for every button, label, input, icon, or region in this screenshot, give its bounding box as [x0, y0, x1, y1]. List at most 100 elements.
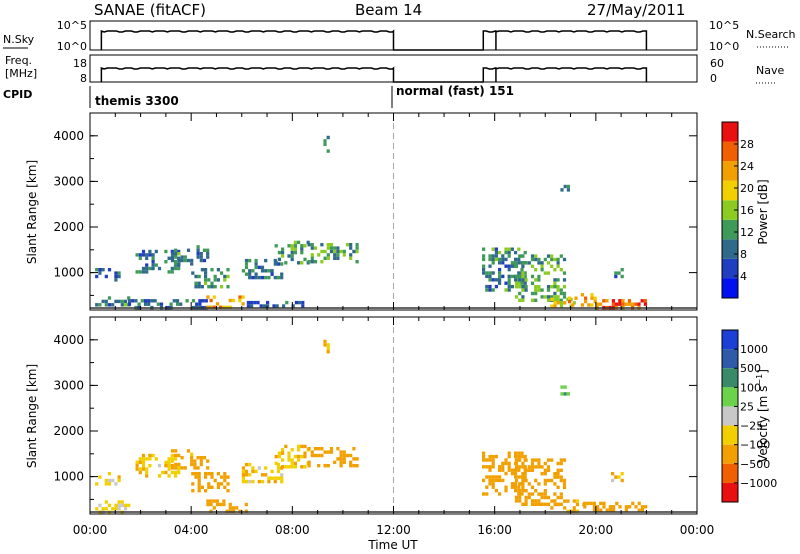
scatter-cell [248, 479, 252, 484]
scatter-cell [349, 246, 353, 250]
scatter-cell [216, 278, 220, 282]
scatter-cell [173, 266, 178, 271]
power-colorbar-segment [722, 122, 738, 142]
scatter-cell [175, 302, 180, 306]
scatter-cell [339, 450, 343, 454]
scatter-cell [556, 502, 560, 507]
scatter-cell [117, 299, 121, 304]
scatter-cell [485, 492, 489, 496]
scatter-cell [624, 505, 628, 509]
scatter-cell [482, 454, 486, 459]
scatter-cell [280, 262, 284, 266]
scatter-cell [491, 278, 495, 282]
scatter-cell [566, 297, 570, 302]
scatter-cell [559, 298, 563, 302]
scatter-cell [267, 479, 271, 484]
scatter-cell [287, 244, 291, 248]
scatter-cell [277, 250, 281, 255]
scatter-cell [197, 485, 201, 489]
scatter-cell [501, 261, 505, 265]
scatter-cell [518, 492, 522, 496]
scatter-cell [560, 188, 564, 192]
scatter-cell [553, 298, 557, 302]
scatter-cell [521, 274, 525, 279]
scatter-cell [293, 461, 297, 466]
scatter-cell [602, 505, 606, 509]
scatter-cell [553, 475, 557, 479]
scatter-cell [339, 457, 343, 461]
scatter-cell [543, 482, 547, 486]
scatter-cell [276, 476, 281, 480]
scatter-cell [491, 454, 495, 459]
scatter-cell [190, 262, 194, 266]
power-colorbar-segment [722, 258, 738, 279]
scatter-cell [342, 253, 346, 257]
scatter-cell [251, 469, 255, 474]
scatter-cell [521, 482, 525, 486]
scatter-cell [209, 298, 213, 303]
scatter-cell [141, 249, 146, 254]
scatter-cell [191, 472, 195, 476]
scatter-cell [537, 492, 541, 496]
scatter-cell [95, 507, 99, 511]
scatter-cell [177, 258, 181, 263]
scatter-cell [141, 457, 146, 461]
scatter-cell [543, 492, 547, 496]
scatter-cell [507, 250, 511, 255]
scatter-cell [559, 495, 563, 500]
scatter-cell [104, 500, 108, 504]
scatter-cell [101, 507, 105, 511]
scatter-cell [333, 253, 337, 257]
scatter-cell [485, 475, 489, 479]
scatter-cell [518, 465, 522, 469]
scatter-cell [615, 501, 619, 506]
scatter-cell [145, 256, 149, 260]
x-tick-label: 20:00 [579, 523, 614, 537]
scatter-cell [177, 252, 181, 256]
scatter-cell [556, 468, 560, 472]
scatter-cell [290, 448, 294, 452]
scatter-cell [521, 502, 525, 506]
scatter-cell [297, 444, 301, 449]
scatter-cell [300, 465, 304, 469]
scatter-cell [154, 249, 158, 254]
scatter-cell [614, 475, 618, 479]
scatter-cell [276, 466, 281, 470]
y-tick-label: 4000 [53, 333, 84, 347]
scatter-cell [294, 300, 298, 305]
scatter-cell [510, 482, 514, 486]
scatter-cell [173, 474, 178, 478]
scatter-cell [180, 456, 184, 460]
scatter-cell [273, 479, 277, 484]
scatter-cell [95, 268, 99, 272]
y-tick-label: 3000 [53, 174, 84, 188]
scatter-cell [206, 252, 210, 256]
cpid-row: CPID themis 3300 normal (fast) 151 [3, 84, 514, 108]
scatter-cell [507, 278, 511, 282]
scatter-cell [190, 452, 194, 456]
scatter-cell [504, 247, 508, 251]
x-tick-label: 00:00 [680, 523, 715, 537]
scatter-cell [514, 482, 518, 486]
scatter-cell [494, 250, 498, 255]
scatter-cell [559, 288, 563, 292]
scatter-cell [491, 254, 495, 258]
scatter-cell [592, 505, 596, 509]
scatter-cell [620, 274, 624, 279]
scatter-cell [202, 248, 207, 252]
scatter-cell [117, 507, 121, 511]
scatter-cell [534, 499, 538, 503]
scatter-cell [546, 285, 551, 289]
scatter-cell [206, 459, 210, 463]
power-colorbar: 4 8 12 16 20 24 28 [721, 121, 754, 299]
scatter-cell [520, 454, 524, 459]
scatter-cell [485, 288, 489, 292]
scatter-cell [563, 506, 567, 510]
scatter-cell [259, 304, 263, 308]
scatter-cell [117, 478, 121, 483]
scatter-cell [191, 489, 195, 493]
scatter-cell [602, 501, 606, 506]
power-colorbar-tick-label: 16 [740, 204, 754, 217]
scatter-cell [293, 240, 297, 245]
scatter-cell [114, 274, 118, 279]
